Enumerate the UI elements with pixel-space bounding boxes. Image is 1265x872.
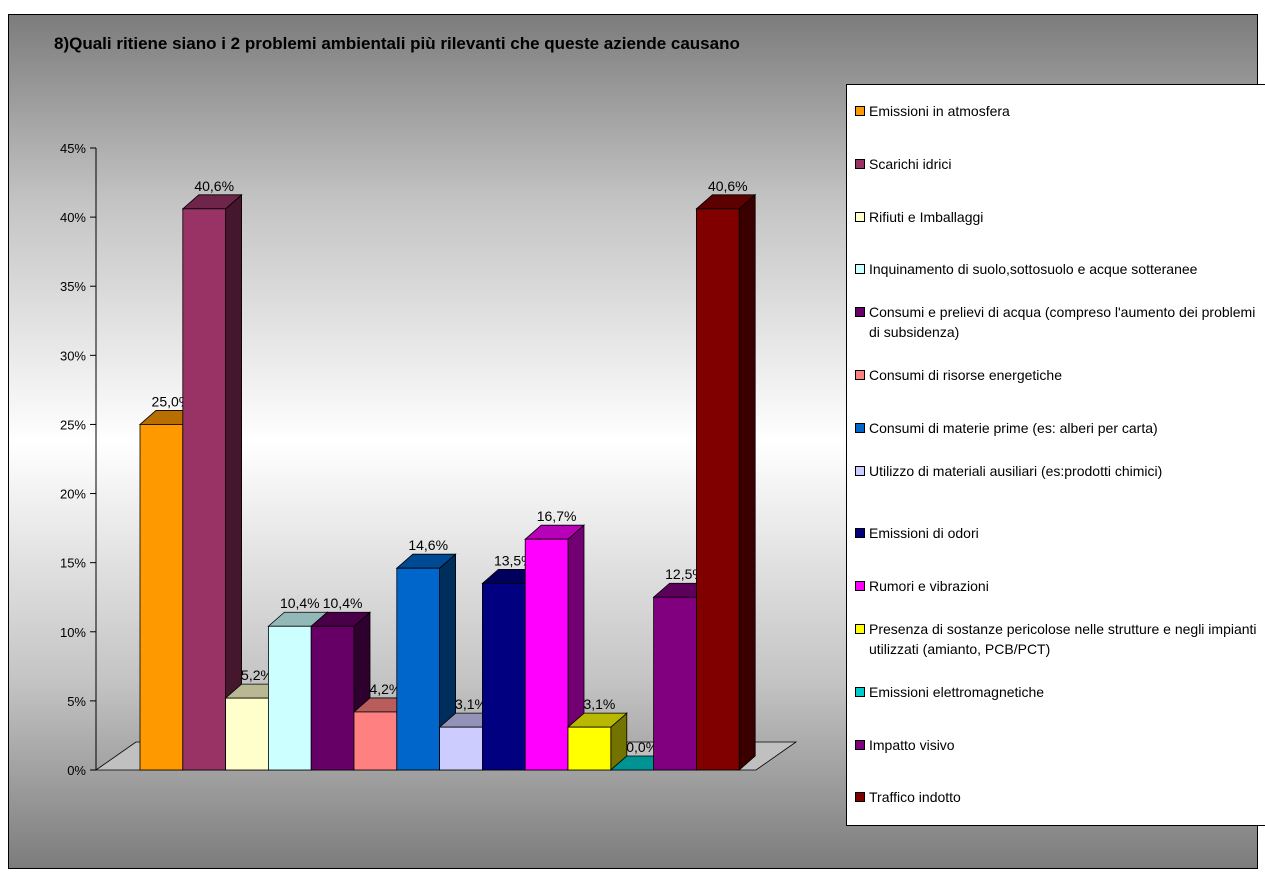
bar [182,208,227,771]
legend-swatch [855,307,865,318]
legend-label: Emissioni di odori [869,525,979,542]
data-label: 10,4% [280,595,320,611]
legend-item: Consumi e prelievi di acqua (compreso l'… [853,302,1261,342]
legend-swatch [855,581,865,592]
bar-side [225,193,243,771]
legend-item: Consumi di risorse energetiche [853,365,1261,385]
legend-item: Inquinamento di suolo,sottosuolo e acque… [853,259,1261,279]
legend-label: Impatto visivo [869,736,955,753]
data-label: 25,0% [152,393,192,409]
data-label: 14,6% [408,537,448,553]
legend-swatch [855,264,865,275]
legend-item: Emissioni elettromagnetiche [853,682,1261,702]
bar [139,424,184,771]
data-label: 3,1% [455,696,487,712]
data-label: 10,4% [323,595,363,611]
data-label: 4,2% [369,681,401,697]
legend-item: Emissioni in atmosfera [853,101,1261,121]
legend-label: Inquinamento di suolo,sottosuolo e acque… [869,261,1198,278]
legend-swatch [855,106,865,116]
legend-item: Presenza di sostanze pericolose nelle st… [853,619,1261,659]
legend-label: Consumi e prelievi di acqua (compreso l'… [869,304,1256,341]
legend-swatch [855,739,865,750]
legend-swatch [855,792,865,803]
y-tick-label: 10% [60,625,86,640]
legend-label: Scarichi idrici [869,155,952,172]
legend: Emissioni in atmosfera Scarichi idrici Rif… [846,84,1265,826]
bar-side [738,193,756,771]
bar [696,208,740,771]
legend-swatch [855,465,865,476]
legend-item: Emissioni di odori [853,523,1261,543]
legend-swatch [855,528,865,539]
bar [439,726,483,771]
bar [310,625,355,771]
y-tick-label: 15% [60,556,86,571]
legend-label: Emissioni elettromagnetiche [869,683,1045,700]
legend-label: Presenza di sostanze pericolose nelle st… [869,621,1257,657]
bar [225,697,269,771]
y-tick-label: 45% [60,141,86,156]
legend-label: Consumi di materie prime (es: alberi per… [869,419,1158,436]
legend-label: Emissioni in atmosfera [869,103,1010,119]
y-tick-label: 5% [67,694,86,709]
y-tick-label: 0% [67,763,86,778]
y-tick-label: 25% [60,417,86,432]
legend-swatch [855,158,865,169]
legend-item: Traffico indotto [853,787,1261,807]
data-label: 16,7% [537,508,577,524]
data-label: 3,1% [583,696,615,712]
legend-item: Utilizzo di materiali ausiliari (es:prod… [853,461,1261,501]
data-label: 5,2% [241,667,273,683]
data-label: 40,6% [708,178,748,194]
legend-swatch [855,624,865,634]
data-label: 0,0% [626,739,658,755]
y-tick-label: 20% [60,487,86,502]
legend-item: Consumi di materie prime (es: alberi per… [853,418,1261,438]
legend-swatch [855,422,865,433]
legend-item: Impatto visivo [853,735,1261,755]
legend-label: Rifiuti e Imballaggi [869,208,984,225]
data-label: 12,5% [665,566,705,582]
bar [653,596,697,771]
chart-title: 8)Quali ritiene siano i 2 problemi ambie… [54,34,740,53]
legend-swatch [855,686,865,697]
data-label: 40,6% [194,178,234,194]
bar [396,567,440,771]
legend-item: Scarichi idrici [853,154,1261,174]
bar [481,583,526,771]
legend-label: Utilizzo di materiali ausiliari (es:prod… [869,462,1163,479]
legend-label: Consumi di risorse energetiche [869,367,1062,383]
legend-swatch [855,370,865,380]
bar [524,538,569,771]
y-tick-label: 30% [60,348,86,363]
legend-item: Rumori e vibrazioni [853,576,1261,596]
bar [353,711,398,771]
bar [267,625,312,771]
legend-item: Rifiuti e Imballaggi [853,207,1261,227]
y-tick-label: 35% [60,279,86,294]
bar [567,726,612,771]
legend-label: Rumori e vibrazioni [869,578,989,595]
legend-label: Traffico indotto [869,789,961,806]
y-tick-label: 40% [60,210,86,225]
data-label: 13,5% [494,552,534,568]
legend-swatch [855,211,865,222]
